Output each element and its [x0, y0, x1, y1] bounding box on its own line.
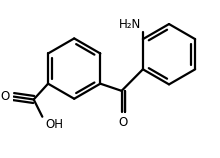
Text: OH: OH [45, 118, 63, 131]
Text: O: O [0, 90, 9, 103]
Text: H₂N: H₂N [119, 18, 141, 30]
Text: O: O [118, 116, 128, 129]
